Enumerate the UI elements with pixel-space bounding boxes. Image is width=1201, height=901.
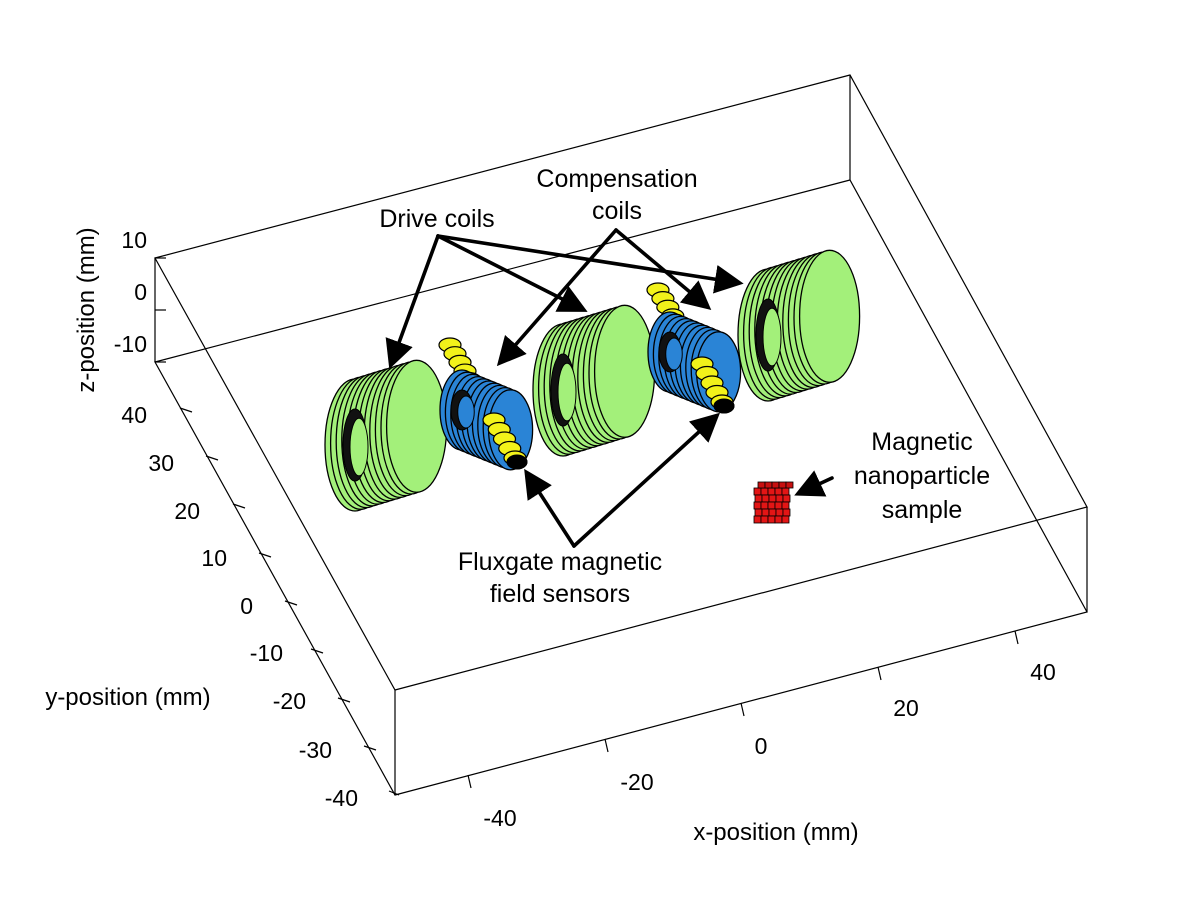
drive-coil-middle <box>532 304 656 457</box>
sensor-left-front <box>482 412 528 470</box>
y-tick-label: 30 <box>148 450 174 476</box>
arrow-compensation-coil-2 <box>614 228 712 310</box>
drive-coil-middle-bore-inner <box>557 362 577 422</box>
sample-voxel <box>760 501 769 510</box>
y-tick-label: -20 <box>273 688 306 714</box>
label-sample-line3: sample <box>882 496 963 524</box>
sample-voxel <box>767 487 776 496</box>
y-axis-label: y-position (mm) <box>45 684 210 711</box>
arrow-drive-coil-3 <box>436 234 744 294</box>
x-tick-label: -40 <box>483 805 516 831</box>
label-drive-coils: Drive coils <box>379 205 494 233</box>
drive-coil-right-bore-inner <box>762 307 782 367</box>
sample-voxel <box>753 501 762 510</box>
label-fluxgate-line2: field sensors <box>490 580 630 608</box>
drive-coil-left-bore-inner <box>349 417 369 477</box>
sample-voxel <box>782 508 791 517</box>
annotation-arrows <box>385 228 834 548</box>
sample-voxel <box>781 487 790 496</box>
sample-voxel <box>767 515 776 524</box>
x-tick-labels: -40 -20 0 20 40 <box>483 659 1055 831</box>
sample-voxel <box>768 494 777 503</box>
sample-voxel <box>760 487 769 496</box>
z-tick-label: -10 <box>114 331 147 357</box>
sample-voxel <box>768 508 777 517</box>
sensor-right-front <box>690 356 735 414</box>
tick-marks <box>155 257 1019 796</box>
x-tick-label: 0 <box>755 733 768 759</box>
drive-coil-middle-ring <box>593 304 656 438</box>
drive-coil-left-ring <box>385 359 448 493</box>
z-tick-labels: 10 0 -10 <box>114 227 147 357</box>
sample-voxel-top <box>778 481 787 489</box>
sensor-right-front-tip <box>713 398 735 414</box>
sample-voxel <box>781 501 790 510</box>
sample-voxel <box>760 515 769 524</box>
drive-coils <box>324 249 861 512</box>
y-tick-labels: 40 30 20 10 0 -10 -20 -30 -40 <box>121 402 358 811</box>
arrow-sensor-1 <box>524 468 576 548</box>
sample-voxel <box>774 501 783 510</box>
x-tick-label: 40 <box>1030 659 1056 685</box>
drive-coil-right <box>737 249 861 402</box>
sample-voxel <box>761 494 770 503</box>
arrow-sample <box>794 470 834 497</box>
sample-voxel-top <box>764 481 773 489</box>
arrow-sensor-2 <box>572 412 720 548</box>
sample-voxel <box>774 487 783 496</box>
sample-voxel-top <box>757 481 766 489</box>
sample-voxel <box>754 494 763 503</box>
sample-voxel <box>767 501 776 510</box>
sample-voxel-top <box>785 481 794 489</box>
sample-voxel <box>775 494 784 503</box>
label-compensation-line1: Compensation <box>536 165 697 193</box>
nanoparticle-sample <box>753 481 794 524</box>
comp-coil-right-bore-inner <box>665 337 683 371</box>
label-fluxgate-line1: Fluxgate magnetic <box>458 548 662 576</box>
compensation-coils <box>439 311 742 471</box>
arrow-drive-coil-1 <box>385 234 440 370</box>
drive-coil-right-ring <box>798 249 861 383</box>
sample-voxel <box>782 494 791 503</box>
z-tick-label: 10 <box>121 227 147 253</box>
x-tick-label: 20 <box>893 695 919 721</box>
y-tick-label: 20 <box>174 498 200 524</box>
y-tick-label: -30 <box>299 737 332 763</box>
y-tick-label: 0 <box>240 593 253 619</box>
y-tick-label: 40 <box>121 402 147 428</box>
y-tick-label: -40 <box>325 785 358 811</box>
z-tick-label: 0 <box>134 279 147 305</box>
arrow-drive-coil-2 <box>436 234 588 312</box>
sample-voxel <box>753 487 762 496</box>
sample-voxel <box>761 508 770 517</box>
label-sample-line2: nanoparticle <box>854 462 990 490</box>
sample-voxel <box>774 515 783 524</box>
arrow-compensation-coil-1 <box>496 228 618 367</box>
sample-voxel <box>775 508 784 517</box>
x-tick-label: -20 <box>620 769 653 795</box>
y-tick-label: -10 <box>250 640 283 666</box>
sample-voxel <box>754 508 763 517</box>
annotation-labels: Drive coils Compensation coils Fluxgate … <box>379 165 990 608</box>
x-axis-label: x-position (mm) <box>693 819 858 846</box>
drive-coil-left <box>324 359 448 512</box>
sample-voxel <box>753 515 762 524</box>
label-sample-line1: Magnetic <box>871 428 972 456</box>
label-compensation-line2: coils <box>592 197 642 225</box>
z-axis-label: z-position (mm) <box>73 227 100 392</box>
y-tick-label: 10 <box>201 545 227 571</box>
sensor-left-front-tip <box>506 454 528 470</box>
comp-coil-left-bore-inner <box>457 395 475 429</box>
sample-voxel <box>781 515 790 524</box>
sample-voxel-top <box>771 481 780 489</box>
